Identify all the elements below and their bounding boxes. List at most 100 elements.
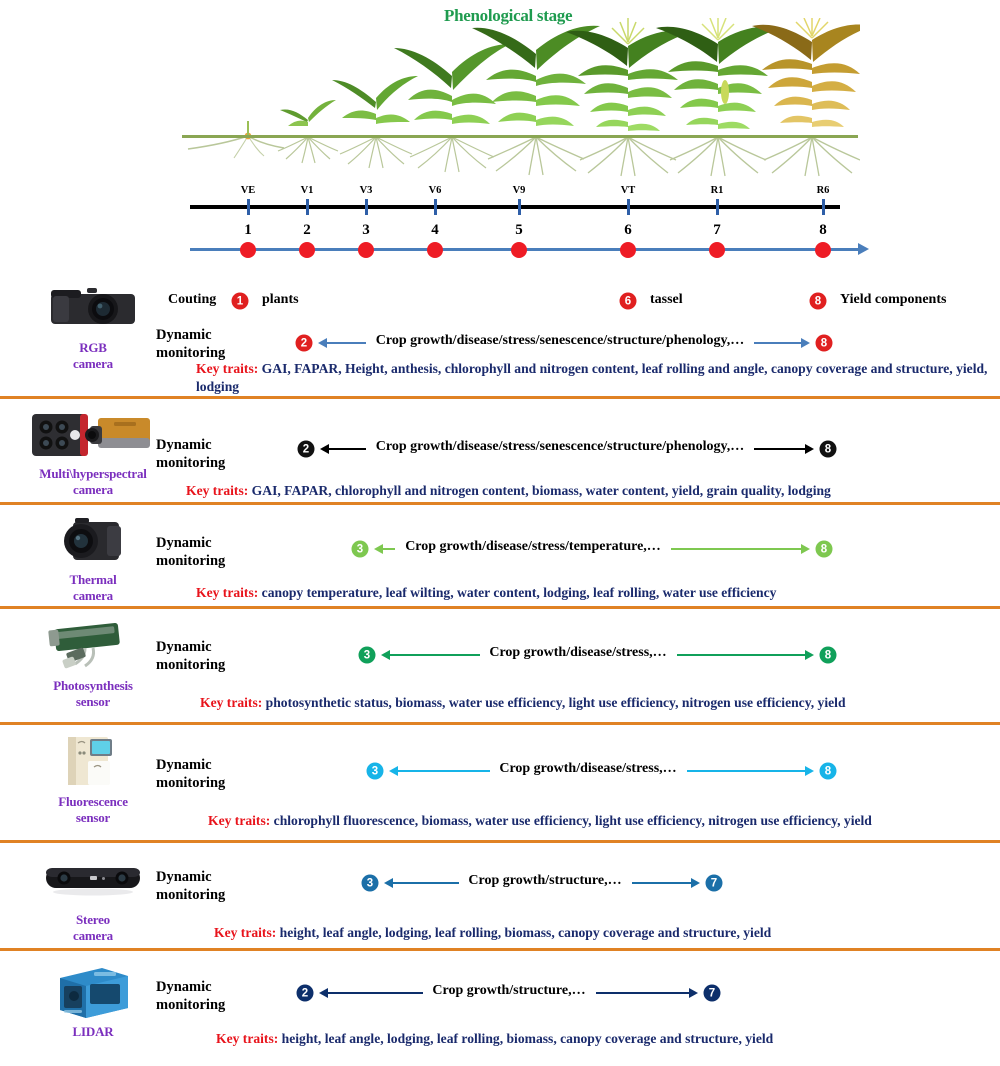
- top-note-prefix: Couting: [168, 292, 217, 307]
- top-note-label: tassel: [650, 292, 683, 307]
- stage-badge-end[interactable]: 7: [705, 874, 723, 892]
- key-traits-value: GAI, FAPAR, Height, anthesis, chlorophyl…: [196, 361, 988, 395]
- photosynthesis-sensor-icon[interactable]: [18, 618, 168, 674]
- key-traits-value: canopy temperature, leaf wilting, water …: [258, 585, 777, 600]
- flow-line-left: [389, 654, 480, 656]
- arrow-left-icon: [318, 338, 327, 348]
- top-note-badge[interactable]: 8: [809, 292, 827, 310]
- stage-badge-start[interactable]: 3: [366, 762, 384, 780]
- arrow-left-icon: [374, 544, 383, 554]
- stage-tick-ve: [247, 199, 250, 215]
- flow-line-right: [754, 342, 802, 344]
- stage-number-7: 7: [713, 222, 721, 238]
- key-traits-label: Key traits:: [208, 813, 271, 828]
- key-traits-label: Key traits:: [200, 695, 263, 710]
- plant-v1: [277, 100, 339, 164]
- sensor-row-lidar: LIDAR Dynamic monitoring Crop growth/struc…: [0, 958, 1000, 1058]
- sensor-name-label: Thermal camera: [69, 572, 117, 603]
- dynamic-monitoring-label: Dynamic monitoring: [156, 639, 226, 674]
- key-traits-value: chlorophyll fluorescence, biomass, water…: [270, 813, 872, 828]
- plant-v6: [394, 44, 510, 173]
- sensor-name-label: Fluorescence sensor: [58, 794, 128, 825]
- stage-tick-r1: [716, 199, 719, 215]
- row-separator: [0, 840, 1000, 843]
- stage-badge-start[interactable]: 2: [295, 334, 313, 352]
- sensor-row-stereo-camera: Stereo camera Dynamic monitoring Crop growt…: [0, 848, 1000, 946]
- arrow-left-icon: [389, 766, 398, 776]
- stage-badge-start[interactable]: 3: [351, 540, 369, 558]
- sensor-icon-cell: Stereo camera: [18, 852, 168, 944]
- multispectral-camera-icon[interactable]: [18, 406, 168, 462]
- row-separator: [0, 948, 1000, 951]
- stage-dot-5[interactable]: [511, 242, 527, 258]
- stage-badge-end[interactable]: 8: [819, 440, 837, 458]
- stage-dot-3[interactable]: [358, 242, 374, 258]
- stage-badge-start[interactable]: 3: [358, 646, 376, 664]
- stage-tick-vt: [627, 199, 630, 215]
- top-note-badge[interactable]: 6: [619, 292, 637, 310]
- stage-number-6: 6: [624, 222, 632, 238]
- stage-dot-2[interactable]: [299, 242, 315, 258]
- stage-number-5: 5: [515, 222, 523, 238]
- stage-badge-end[interactable]: 8: [815, 540, 833, 558]
- plant-r6: [752, 14, 872, 177]
- top-note-badge[interactable]: 1: [231, 292, 249, 310]
- arrow-right-icon: [805, 444, 814, 454]
- axis-arrow-icon: [858, 243, 869, 255]
- sensor-icon-cell: LIDAR: [18, 964, 168, 1040]
- arrow-right-icon: [801, 338, 810, 348]
- key-traits-value: height, leaf angle, lodging, leaf rollin…: [278, 1031, 774, 1046]
- key-traits-value: photosynthetic status, biomass, water us…: [262, 695, 846, 710]
- key-traits: Key traits: height, leaf angle, lodging,…: [214, 924, 1000, 942]
- stereo-camera-icon[interactable]: [18, 852, 168, 908]
- sensor-name-label: Multi\hyperspectral camera: [39, 466, 147, 497]
- stage-dot-8[interactable]: [815, 242, 831, 258]
- key-traits-label: Key traits:: [196, 585, 259, 600]
- flow-description: Crop growth/disease/stress/temperature,…: [405, 539, 661, 554]
- stage-number-1: 1: [244, 222, 252, 238]
- stage-badge-end[interactable]: 8: [819, 646, 837, 664]
- key-traits: Key traits: chlorophyll fluorescence, bi…: [208, 812, 998, 830]
- fluorescence-sensor-icon[interactable]: [18, 734, 168, 790]
- flow-line-left: [382, 548, 395, 550]
- plant-vt: [566, 18, 690, 177]
- page-title: Phenological stage: [444, 6, 573, 25]
- key-traits-value: GAI, FAPAR, chlorophyll and nitrogen con…: [248, 483, 831, 498]
- key-traits: Key traits: canopy temperature, leaf wil…: [196, 584, 986, 602]
- flow-description: Crop growth/disease/stress,…: [489, 645, 667, 660]
- flow-line-right: [754, 448, 806, 450]
- stage-badge-start[interactable]: 3: [361, 874, 379, 892]
- stage-dot-4[interactable]: [427, 242, 443, 258]
- sensor-icon-cell: Photosynthesis sensor: [18, 618, 168, 710]
- flow-line-right: [631, 882, 692, 884]
- flow-description: Crop growth/structure,…: [432, 983, 586, 998]
- stage-dot-1[interactable]: [240, 242, 256, 258]
- sensor-icon-cell: RGB camera: [18, 280, 168, 372]
- maize-growth-illustration: [180, 14, 872, 178]
- stage-badge-end[interactable]: 7: [703, 984, 721, 1002]
- sensor-name-label: Stereo camera: [73, 912, 113, 943]
- thermal-camera-icon[interactable]: [18, 512, 168, 568]
- lidar-icon[interactable]: [18, 964, 168, 1020]
- flow-description: Crop growth/disease/stress/senescence/st…: [375, 439, 745, 454]
- stage-badge-start[interactable]: 2: [296, 984, 314, 1002]
- dynamic-monitoring-label: Dynamic monitoring: [156, 437, 226, 472]
- flow-line-left: [326, 342, 366, 344]
- phenology-panel: Phenological stage: [0, 0, 1000, 270]
- stage-dot-7[interactable]: [709, 242, 725, 258]
- flow-line-right: [676, 654, 806, 656]
- stage-badge-end[interactable]: 8: [819, 762, 837, 780]
- key-traits: Key traits: height, leaf angle, lodging,…: [216, 1030, 1000, 1048]
- stage-badge-end[interactable]: 8: [815, 334, 833, 352]
- flow-description: Crop growth/structure,…: [468, 873, 622, 888]
- key-traits-label: Key traits:: [216, 1031, 279, 1046]
- sensor-name-label: RGB camera: [73, 340, 113, 371]
- key-traits: Key traits: GAI, FAPAR, chlorophyll and …: [186, 482, 976, 500]
- stage-dot-6[interactable]: [620, 242, 636, 258]
- stage-label-r6: R6: [816, 185, 830, 196]
- rgb-camera-icon[interactable]: [18, 280, 168, 336]
- dynamic-monitoring-label: Dynamic monitoring: [156, 979, 226, 1014]
- sensor-row-thermal-camera: Thermal camera Dynamic monitoring Crop grow…: [0, 510, 1000, 606]
- arrow-right-icon: [805, 766, 814, 776]
- stage-badge-start[interactable]: 2: [297, 440, 315, 458]
